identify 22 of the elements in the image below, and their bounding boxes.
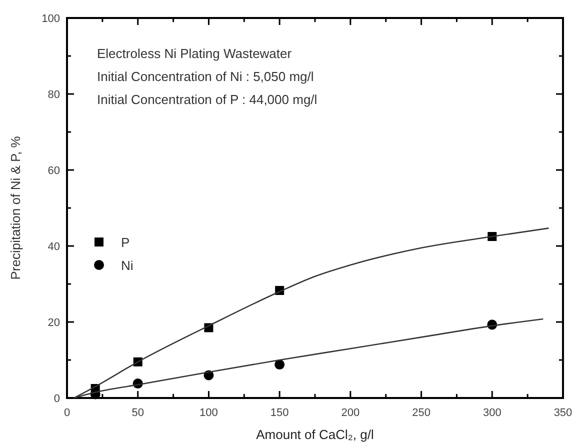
- annotation: Electroless Ni Plating Wastewater: [97, 46, 292, 61]
- y-tick-label: 60: [48, 165, 60, 177]
- y-tick-label: 80: [48, 89, 60, 101]
- y-axis-title: Precipitation of Ni & P, %: [8, 136, 23, 280]
- annotation: Initial Concentration of Ni : 5,050 mg/l: [97, 69, 314, 84]
- point: [274, 360, 285, 370]
- y-tick-label: 100: [42, 13, 60, 25]
- y-tick-label: 20: [48, 317, 60, 329]
- x-tick-label: 150: [270, 407, 289, 419]
- legend-label: P: [121, 235, 130, 250]
- y-tick-label: 40: [48, 241, 60, 253]
- y-tick-label: 0: [54, 393, 60, 405]
- x-tick-label: 350: [554, 407, 572, 419]
- annotation: Initial Concentration of P : 44,000 mg/l: [97, 92, 318, 107]
- x-tick-label: 200: [341, 407, 360, 419]
- x-tick-label: 100: [200, 407, 218, 419]
- x-axis-title: Amount of CaCl₂, g/l: [256, 427, 374, 442]
- legend-label: Ni: [121, 258, 134, 273]
- x-tick-label: 0: [64, 407, 70, 419]
- x-tick-label: 250: [412, 407, 430, 419]
- x-tick-label: 50: [132, 407, 144, 419]
- x-tick-label: 300: [482, 407, 502, 419]
